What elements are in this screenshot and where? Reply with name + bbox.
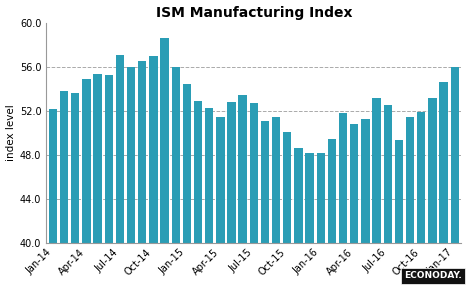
Bar xyxy=(93,74,102,242)
Bar xyxy=(183,84,191,242)
Bar xyxy=(272,116,280,242)
Bar xyxy=(339,113,347,242)
Bar xyxy=(283,132,291,242)
Bar xyxy=(406,116,414,242)
Bar xyxy=(194,101,202,242)
Y-axis label: index level: index level xyxy=(6,105,15,162)
Bar xyxy=(328,138,336,242)
Bar xyxy=(205,108,213,242)
Bar xyxy=(350,124,359,242)
Bar xyxy=(149,56,157,242)
Bar xyxy=(261,121,269,242)
Text: ECONODAY.: ECONODAY. xyxy=(404,271,462,281)
Bar xyxy=(417,112,425,242)
Bar xyxy=(294,148,303,242)
Bar xyxy=(82,79,91,242)
Bar xyxy=(361,119,370,242)
Bar xyxy=(116,55,124,242)
Bar xyxy=(105,75,113,242)
Bar xyxy=(395,140,403,242)
Bar xyxy=(71,92,79,242)
Title: ISM Manufacturing Index: ISM Manufacturing Index xyxy=(156,5,352,20)
Bar xyxy=(171,67,180,242)
Bar xyxy=(239,95,247,242)
Bar xyxy=(317,153,325,242)
Bar xyxy=(227,102,236,242)
Bar xyxy=(138,61,146,242)
Bar xyxy=(439,81,448,242)
Bar xyxy=(372,98,381,242)
Bar xyxy=(250,103,258,242)
Bar xyxy=(428,98,437,242)
Bar xyxy=(451,67,459,242)
Bar xyxy=(305,153,314,242)
Bar xyxy=(49,109,57,242)
Bar xyxy=(216,116,225,242)
Bar xyxy=(60,91,68,242)
Bar xyxy=(383,105,392,242)
Bar xyxy=(127,67,135,242)
Bar xyxy=(160,38,169,242)
